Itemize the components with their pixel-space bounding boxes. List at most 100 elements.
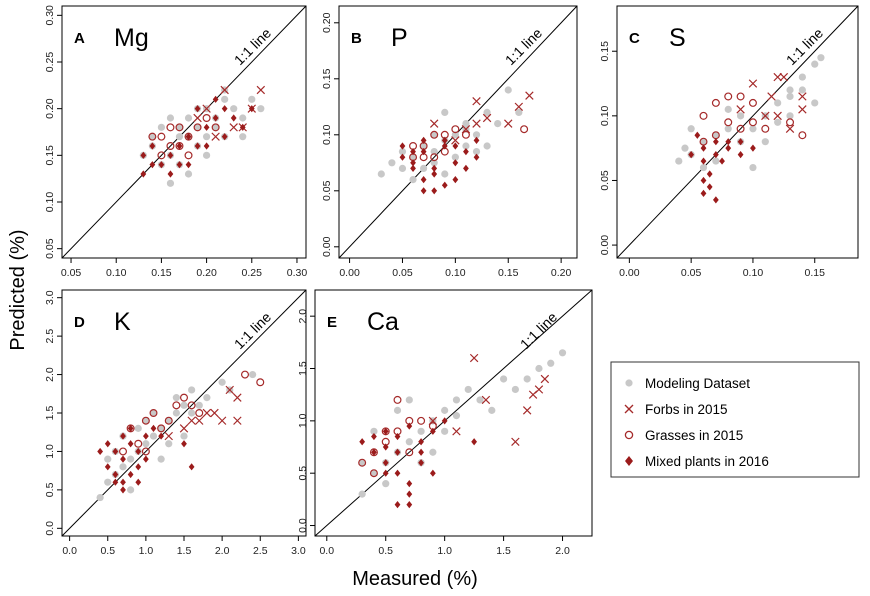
- mixed-point: [406, 480, 413, 488]
- mixed-point: [410, 148, 416, 156]
- mixed-point: [135, 447, 142, 456]
- forbs-point: [761, 111, 770, 121]
- y-tick-label: 0.15: [44, 145, 56, 166]
- modeling-point: [203, 394, 211, 402]
- y-tick-label: 0.05: [44, 238, 56, 259]
- grasses-point: [748, 118, 757, 127]
- legend-box: [610, 361, 860, 478]
- modeling-point: [188, 409, 196, 417]
- modeling-point: [370, 469, 378, 477]
- modeling-point: [472, 131, 481, 139]
- mixed-point: [135, 463, 142, 471]
- x-tick-label: 0.05: [681, 267, 702, 279]
- modeling-point: [749, 125, 757, 133]
- grasses-point: [195, 409, 204, 418]
- forbs-point: [469, 353, 479, 363]
- mixed-point: [429, 427, 436, 435]
- modeling-point: [675, 157, 683, 165]
- panel-letter: A: [74, 30, 85, 47]
- grasses-point: [175, 123, 184, 132]
- modeling-point: [398, 164, 407, 172]
- y-tick-label: 0.10: [44, 192, 56, 213]
- panels: 0.05 0.10 0.15 0.20 0.25 0.30 0.05 0.10 0.15 0.20…: [44, 5, 859, 557]
- forbs-point: [211, 132, 220, 141]
- reference-line: [61, 289, 307, 537]
- y-tick-label: 0.20: [321, 12, 333, 33]
- mixed-point: [463, 148, 469, 156]
- mixed-point: [239, 123, 246, 131]
- mixed-point: [149, 142, 156, 150]
- grasses-point: [405, 448, 414, 457]
- grasses-point: [430, 153, 439, 162]
- mixed-point: [463, 164, 469, 172]
- modeling-point: [430, 159, 438, 167]
- y-tick-label: 0.30: [44, 5, 56, 26]
- y-tick-label: 0.20: [44, 98, 56, 119]
- x-axis-title: Measured (%): [352, 568, 478, 590]
- modeling-point: [165, 417, 173, 425]
- forbs-point: [428, 416, 438, 426]
- mixed-point: [420, 136, 427, 144]
- y-tick-label: 0.5: [297, 466, 309, 481]
- modeling-point: [774, 99, 782, 107]
- mixed-point: [737, 151, 744, 159]
- grasses-point: [118, 447, 127, 456]
- mixed-point: [406, 422, 413, 430]
- mixed-point: [394, 500, 401, 509]
- mixed-point: [399, 153, 406, 161]
- mixed-point: [104, 440, 111, 448]
- mixed-point: [112, 470, 119, 479]
- forbs-point: [220, 85, 229, 95]
- mixed-point: [140, 151, 147, 159]
- forbs-point: [256, 85, 266, 95]
- modeling-point: [382, 480, 390, 488]
- mixed-point: [371, 448, 377, 456]
- modeling-point: [798, 86, 806, 94]
- x-tick-label: 0.15: [498, 267, 519, 279]
- modeling-point: [712, 157, 720, 165]
- forbs-point: [785, 124, 795, 133]
- modeling-point: [96, 493, 104, 502]
- y-tick-label: 1.0: [297, 413, 309, 428]
- modeling-point: [119, 463, 127, 471]
- modeling-point: [405, 396, 413, 404]
- x-tick-label: 0.05: [61, 267, 82, 279]
- x-tick-label: 0.5: [100, 545, 115, 557]
- y-tick-label: 0.5: [44, 482, 56, 497]
- modeling-point: [172, 394, 180, 402]
- modeling-point: [248, 95, 256, 103]
- modeling-point: [127, 455, 135, 463]
- modeling-point: [811, 60, 819, 68]
- y-axis-title: Predicted (%): [7, 229, 29, 350]
- grasses-point: [134, 439, 143, 448]
- mixed-point: [181, 440, 187, 448]
- modeling-point: [749, 163, 757, 172]
- modeling-point: [405, 438, 413, 446]
- panel-letter: C: [629, 30, 640, 47]
- forbs-point: [514, 102, 524, 112]
- forbs-point: [202, 104, 211, 113]
- modeling-point: [681, 144, 689, 152]
- x-tick-label: 0.15: [805, 267, 826, 279]
- legend-marker-mixed: [625, 456, 633, 466]
- modeling-point: [377, 170, 385, 178]
- modeling-point: [786, 86, 794, 94]
- grasses-point: [393, 395, 402, 404]
- modeling-point: [218, 378, 226, 386]
- grasses-point: [166, 123, 175, 132]
- modeling-point: [736, 112, 745, 120]
- mixed-point: [221, 105, 228, 113]
- mixed-point: [700, 189, 707, 197]
- forbs-point: [773, 72, 782, 82]
- grasses-point: [241, 370, 250, 379]
- forbs-point: [798, 92, 807, 101]
- legend-marker-grasses: [624, 430, 634, 440]
- x-tick-label: 0.15: [151, 267, 172, 279]
- x-tick-label: 1.5: [496, 545, 511, 557]
- mixed-point: [431, 187, 438, 195]
- forbs-point: [540, 374, 550, 384]
- mixed-point: [700, 144, 707, 152]
- mixed-point: [185, 161, 192, 169]
- mixed-point: [142, 432, 149, 440]
- y-tick-label: 2.5: [44, 329, 56, 344]
